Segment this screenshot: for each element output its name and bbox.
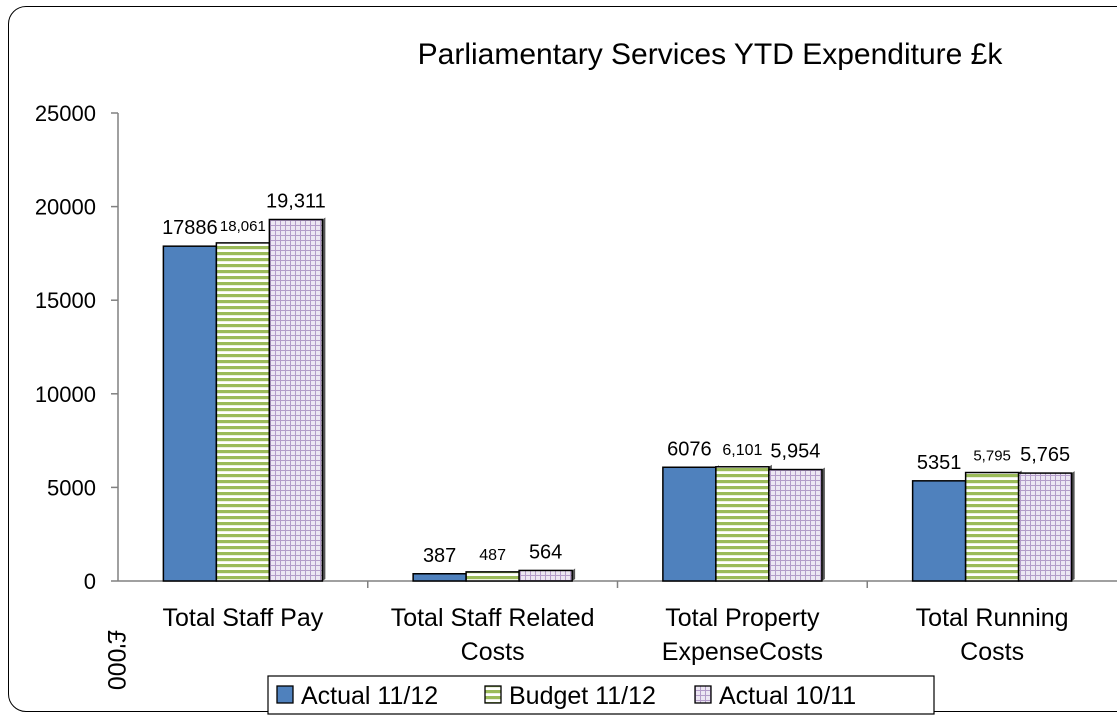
bar — [465, 571, 520, 582]
bar — [662, 466, 717, 582]
data-label: 387 — [423, 545, 456, 567]
bar — [1017, 472, 1073, 582]
bar — [412, 573, 467, 582]
bar — [911, 480, 967, 582]
category-label: ExpenseCosts — [662, 638, 823, 666]
category-label: Costs — [461, 638, 525, 666]
category-label: Costs — [960, 638, 1024, 666]
category-label: Total Staff Pay — [163, 604, 324, 632]
chart-title: Parliamentary Services YTD Expenditure £… — [418, 38, 1004, 71]
category-label: Total Property — [665, 604, 820, 632]
data-label: 6076 — [667, 438, 712, 460]
y-tick-label: 5000 — [47, 475, 96, 500]
y-tick-label: 25000 — [35, 101, 96, 126]
category-label: Total Running — [916, 604, 1069, 632]
data-label: 564 — [529, 541, 562, 563]
bar — [268, 218, 324, 582]
bar — [215, 242, 271, 582]
data-label: 487 — [479, 547, 506, 564]
y-tick-label: 15000 — [35, 288, 96, 313]
bar — [768, 468, 823, 582]
legend-swatch — [484, 685, 502, 704]
y-tick-label: 0 — [84, 569, 96, 594]
category-label: Total Staff Related — [391, 604, 595, 632]
legend-box — [267, 675, 935, 715]
legend-swatch — [694, 685, 712, 704]
y-tick-label: 10000 — [35, 382, 96, 407]
data-label: 19,311 — [266, 190, 326, 212]
data-label: 17886 — [162, 217, 218, 239]
bar — [715, 466, 770, 582]
legend-swatch — [276, 685, 294, 704]
data-label: 5,954 — [770, 441, 820, 463]
y-axis-label: £'000 — [102, 630, 130, 690]
bar — [518, 569, 573, 582]
legend-label: Actual 10/11 — [719, 682, 856, 710]
data-label: 5351 — [917, 452, 962, 474]
data-label: 6,101 — [722, 442, 762, 459]
bar — [964, 471, 1020, 582]
data-label: 18,061 — [220, 218, 266, 235]
legend-label: Budget 11/12 — [509, 682, 656, 710]
y-tick-label: 20000 — [35, 195, 96, 220]
data-label: 5,765 — [1020, 444, 1070, 466]
data-label: 5,795 — [973, 448, 1011, 465]
legend-label: Actual 11/12 — [301, 682, 438, 710]
bar — [162, 245, 218, 582]
